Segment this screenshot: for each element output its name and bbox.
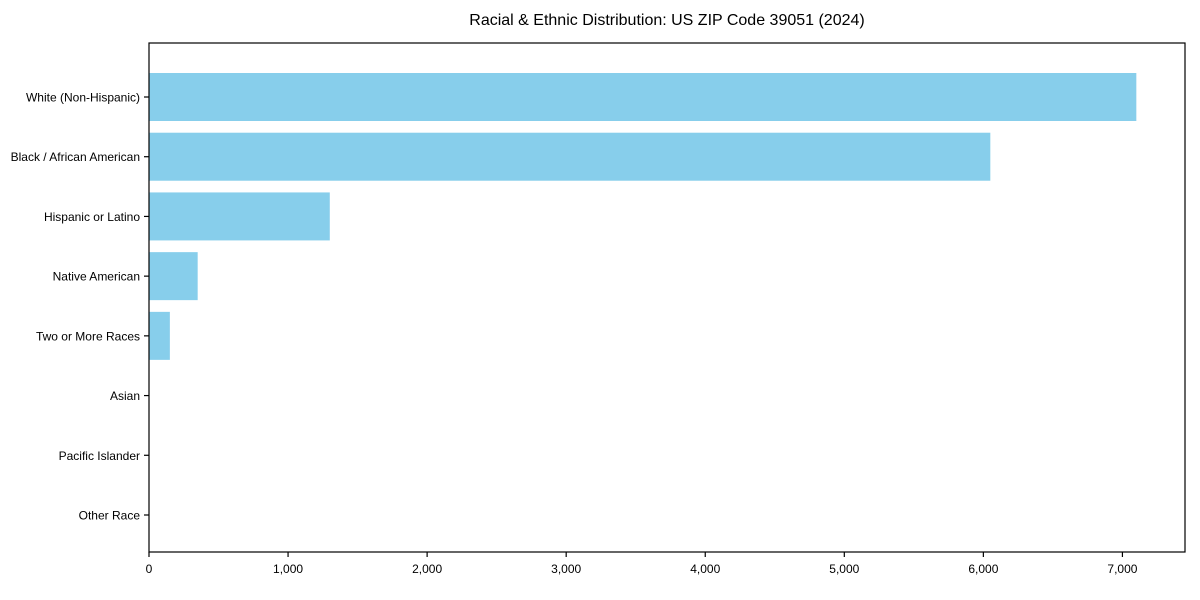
x-tick-label: 5,000 xyxy=(829,562,859,576)
bar-native-american xyxy=(149,252,198,301)
bar-two-or-more-races xyxy=(149,311,170,360)
bar-white-non-hispanic xyxy=(149,73,1137,121)
y-tick-label-native-american: Native American xyxy=(53,270,140,284)
x-tick-label: 0 xyxy=(146,562,153,576)
plot-border xyxy=(148,42,1186,553)
chart-title: Racial & Ethnic Distribution: US ZIP Cod… xyxy=(469,12,865,29)
y-tick-label-white-non-hispanic: White (Non-Hispanic) xyxy=(26,91,140,105)
x-tick-label: 3,000 xyxy=(551,562,581,576)
x-tick-label: 2,000 xyxy=(412,562,442,576)
y-tick-label-hispanic-or-latino: Hispanic or Latino xyxy=(44,210,140,224)
bar-hispanic-or-latino xyxy=(149,192,330,241)
y-tick-label-pacific-islander: Pacific Islander xyxy=(59,449,140,463)
y-tick-label-two-or-more-races: Two or More Races xyxy=(36,329,140,343)
bar-black-african-american xyxy=(149,132,991,181)
y-tick-label-asian: Asian xyxy=(110,389,140,403)
x-tick-label: 4,000 xyxy=(690,562,720,576)
y-tick-label-other-race: Other Race xyxy=(79,508,141,522)
x-tick-label: 6,000 xyxy=(968,562,998,576)
y-tick-label-black-african-american: Black / African American xyxy=(11,150,140,164)
x-tick-label: 7,000 xyxy=(1107,562,1137,576)
x-tick-label: 1,000 xyxy=(273,562,303,576)
